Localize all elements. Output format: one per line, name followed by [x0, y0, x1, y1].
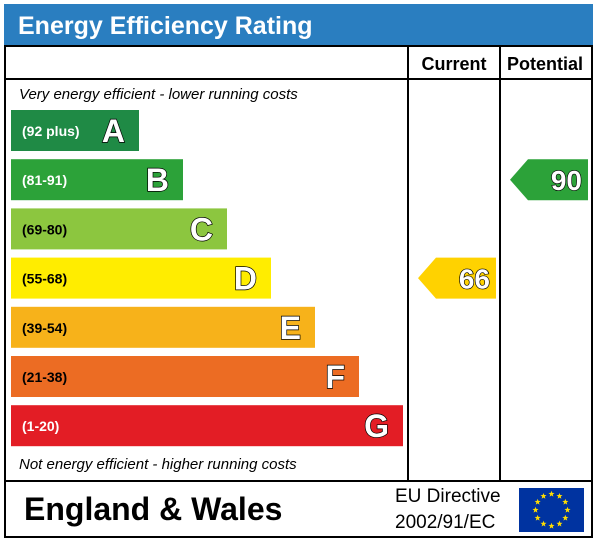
band-a: (92 plus) A	[11, 110, 139, 151]
eu-star	[564, 506, 571, 513]
current-rating-arrow	[418, 257, 496, 299]
potential-rating-value: 90	[551, 165, 582, 196]
bottom-note: Not energy efficient - higher running co…	[19, 456, 297, 473]
eu-flag-icon	[519, 488, 584, 532]
potential-rating-marker: 90	[510, 159, 588, 201]
eu-stars-icon	[532, 490, 571, 529]
eu-star	[556, 520, 563, 527]
potential-rating-arrow	[510, 159, 588, 201]
chart-frame	[4, 45, 593, 538]
band-bar	[11, 257, 271, 299]
header-bar	[4, 4, 593, 46]
band-letter-label: B	[146, 162, 169, 198]
eu-star	[548, 522, 555, 529]
eu-star	[532, 506, 539, 513]
eu-star	[534, 514, 541, 521]
footer-directive-line2: 2002/91/EC	[395, 512, 495, 533]
band-range-label: (1-20)	[22, 418, 59, 434]
potential-column-header: Potential	[507, 54, 583, 74]
band-range-label: (69-80)	[22, 221, 67, 237]
band-bar	[11, 208, 227, 250]
current-rating-marker: 66	[418, 257, 496, 299]
eu-star	[534, 498, 541, 505]
band-e: (39-54) E	[11, 306, 315, 348]
current-column-header: Current	[421, 54, 486, 74]
band-c: (69-80) C	[11, 208, 227, 250]
band-letter-label: G	[364, 408, 389, 444]
band-range-label: (55-68)	[22, 271, 67, 287]
band-d: (55-68) D	[11, 257, 271, 299]
band-range-label: (39-54)	[22, 320, 67, 336]
band-bar	[11, 405, 403, 447]
chart-title: Energy Efficiency Rating	[18, 12, 313, 40]
eu-star	[562, 498, 569, 505]
band-bar	[11, 110, 139, 151]
top-note: Very energy efficient - lower running co…	[19, 86, 298, 103]
band-range-label: (21-38)	[22, 369, 67, 385]
band-bar	[11, 159, 183, 201]
eu-star	[562, 514, 569, 521]
eu-star	[548, 490, 555, 497]
footer-directive-line1: EU Directive	[395, 486, 501, 507]
band-letter-label: F	[325, 359, 345, 395]
band-g: (1-20) G	[11, 405, 403, 447]
band-range-label: (81-91)	[22, 172, 67, 188]
band-letter-label: E	[280, 310, 301, 346]
band-bar	[11, 306, 315, 348]
rating-bands: (92 plus) A (81-91) B (69-80) C (55-68) D (39-54…	[11, 110, 403, 447]
band-b: (81-91) B	[11, 159, 183, 201]
rating-markers: 66 90	[418, 159, 588, 299]
eu-star	[540, 520, 547, 527]
current-rating-value: 66	[459, 264, 490, 295]
eu-star	[556, 492, 563, 499]
band-bar	[11, 356, 359, 397]
band-f: (21-38) F	[11, 356, 359, 397]
band-letter-label: D	[234, 261, 257, 297]
footer-region: England & Wales	[24, 491, 282, 527]
band-letter-label: C	[190, 211, 213, 247]
band-range-label: (92 plus)	[22, 123, 80, 139]
band-letter-label: A	[102, 113, 125, 149]
eu-star	[540, 492, 547, 499]
